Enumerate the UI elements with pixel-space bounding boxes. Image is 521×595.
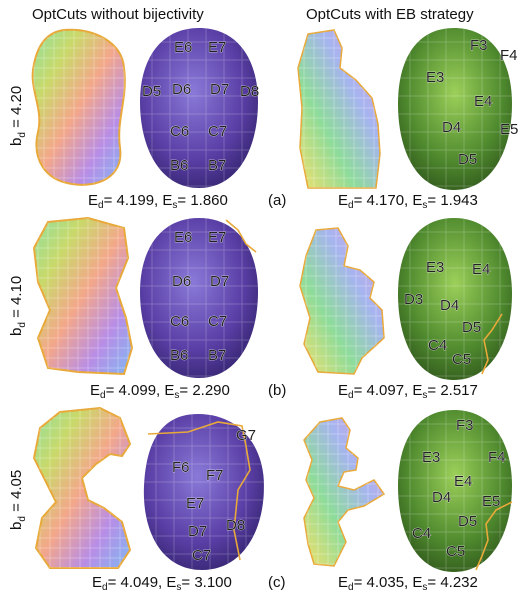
label-d7: D7 (210, 273, 229, 290)
label-c6: C6 (170, 313, 189, 330)
uv-map-left-c (32, 406, 132, 569)
label-e6: E6 (174, 39, 192, 56)
row-id-b: (b) (268, 382, 287, 399)
label-d5: D5 (458, 513, 477, 530)
label-b7: B7 (208, 347, 226, 364)
label-e6: E6 (174, 229, 192, 246)
label-d4: D4 (442, 119, 461, 136)
label-f7: F7 (206, 467, 224, 484)
column-title-right: OptCuts with EB strategy (306, 6, 474, 23)
metric-left-c: Ed= 4.049, Es= 3.100 (92, 574, 232, 593)
metric-right-c: Ed= 4.035, Es= 4.232 (338, 574, 478, 593)
label-e3: E3 (426, 69, 444, 86)
label-e5: E5 (500, 121, 518, 138)
label-d5: D5 (458, 151, 477, 168)
label-c7: C7 (208, 123, 227, 140)
label-c4: C4 (412, 525, 431, 542)
label-c7: C7 (208, 313, 227, 330)
row-id-a: (a) (268, 192, 287, 209)
row-id-c: (c) (268, 574, 286, 591)
label-b6: B6 (170, 347, 188, 364)
uv-map-left-b (32, 216, 134, 376)
label-f3: F3 (470, 37, 488, 54)
label-d6: D6 (172, 273, 191, 290)
label-b6: B6 (170, 157, 188, 174)
label-d6: D6 (172, 81, 191, 98)
label-f6: F6 (172, 459, 190, 476)
head-right-c: F3 F4 E3 E4 E5 D4 D5 C4 C5 (398, 410, 513, 572)
label-f4: F4 (488, 449, 506, 466)
label-e4: E4 (472, 261, 490, 278)
label-e3: E3 (426, 259, 444, 276)
column-title-left: OptCuts without bijectivity (32, 6, 204, 23)
head-right-b: E3 E4 D3 D4 D5 C4 C5 (398, 218, 512, 380)
label-e7: E7 (186, 495, 204, 512)
label-b7: B7 (208, 157, 226, 174)
uv-map-right-a (297, 29, 381, 189)
label-d5: D5 (462, 319, 481, 336)
label-c7: C7 (192, 547, 211, 564)
label-d5: D5 (142, 83, 161, 100)
label-d8: D8 (240, 83, 259, 100)
label-e5: E5 (482, 493, 500, 510)
label-c5: C5 (452, 351, 471, 368)
label-d7: D7 (188, 523, 207, 540)
label-e4: E4 (454, 473, 472, 490)
label-d8: D8 (226, 517, 245, 534)
label-f3: F3 (456, 417, 474, 434)
label-c4: C4 (428, 337, 447, 354)
uv-map-right-b (299, 227, 385, 375)
label-e4: E4 (474, 93, 492, 110)
uv-map-left-a (31, 28, 126, 186)
label-g7: G7 (236, 427, 256, 444)
label-d7: D7 (210, 81, 229, 98)
head-left-c: F6 F7 E7 D7 D8 C7 G7 (143, 414, 264, 570)
label-d3: D3 (404, 291, 423, 308)
label-e7: E7 (208, 39, 226, 56)
metric-right-b: Ed= 4.097, Es= 2.517 (338, 382, 478, 401)
label-e7: E7 (208, 229, 226, 246)
label-e3: E3 (422, 449, 440, 466)
row-label-b: bd = 4.10 (8, 275, 28, 336)
uv-map-right-c (303, 417, 386, 567)
metric-left-b: Ed= 4.099, Es= 2.290 (90, 382, 230, 401)
head-right-a: F3 F4 E3 E4 E5 D4 D5 (398, 28, 519, 190)
head-left-a: E6 E7 D5 D6 D7 D8 C6 C7 B6 B7 (140, 28, 259, 188)
label-d4: D4 (432, 489, 451, 506)
label-d4: D4 (440, 297, 459, 314)
label-c5: C5 (446, 543, 465, 560)
row-label-c: bd = 4.05 (8, 469, 28, 530)
metric-right-a: Ed= 4.170, Es= 1.943 (338, 192, 478, 211)
label-f4: F4 (500, 47, 518, 64)
label-c6: C6 (170, 123, 189, 140)
metric-left-a: Ed= 4.199, Es= 1.860 (88, 192, 228, 211)
head-left-b: E6 E7 D6 D7 C6 C7 B6 B7 (140, 218, 258, 378)
